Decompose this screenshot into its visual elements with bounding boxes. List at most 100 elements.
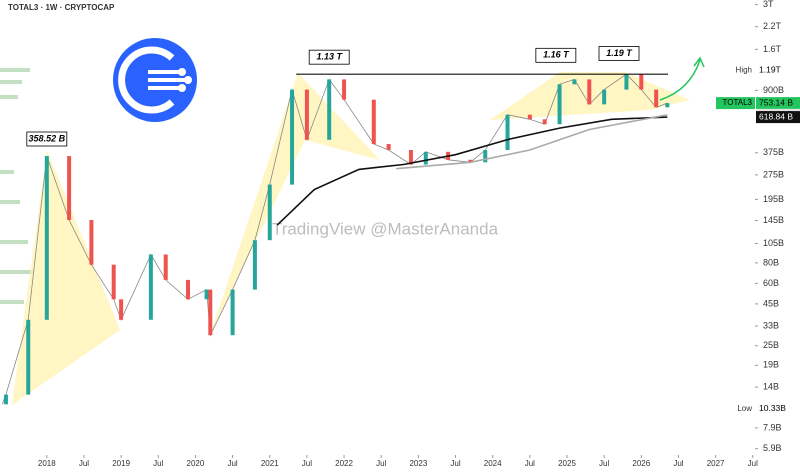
x-tick-label: 2023 [409, 459, 427, 468]
y-tick-label: 105B [763, 238, 784, 248]
x-tick-label: Jul [748, 459, 758, 468]
x-tick-label: Jul [227, 459, 237, 468]
x-tick-label: Jul [599, 459, 609, 468]
price-candle [111, 264, 116, 300]
annotation: 1.16 T [543, 50, 570, 60]
y-tick-label: 14B [763, 381, 779, 391]
marker-value: 618.84 B [759, 111, 793, 121]
y-tick-label: 1.6T [763, 44, 782, 54]
moving-average [276, 116, 668, 226]
x-tick-label: Jul [79, 459, 89, 468]
y-tick-label: 80B [763, 257, 779, 267]
price-candle [542, 119, 547, 125]
y-tick-label: 2.2T [763, 21, 782, 31]
x-tick-label: Jul [376, 459, 386, 468]
y-tick-label: 45B [763, 298, 779, 308]
marker-value-box [756, 64, 800, 77]
y-tick-label: 60B [763, 278, 779, 288]
marker-name: Low [737, 404, 752, 413]
price-candle [163, 254, 168, 280]
price-candle [665, 103, 670, 108]
y-tick-label: 375B [763, 147, 784, 157]
y-tick-label: 145B [763, 215, 784, 225]
price-candle [408, 149, 413, 165]
marker-name-box [716, 97, 755, 110]
marker-name: TOTAL3 [723, 98, 753, 107]
price-candle [371, 99, 376, 145]
x-tick-label: Jul [153, 459, 163, 468]
price-candle [230, 289, 235, 336]
moving-average [396, 114, 668, 170]
price-candle [3, 394, 8, 405]
y-tick-label: 3T [763, 0, 774, 9]
x-tick-label: 2018 [38, 459, 56, 468]
x-tick-label: 2027 [707, 459, 725, 468]
price-candle [304, 89, 309, 140]
price-candle [267, 184, 272, 241]
x-tick-label: 2024 [484, 459, 502, 468]
volume-profile [0, 68, 34, 304]
annotation-box [26, 131, 68, 147]
marker-name-box [727, 64, 755, 77]
annotation-box [598, 46, 640, 61]
price-candle [26, 319, 31, 395]
price-candle [587, 79, 592, 105]
marker-value-box [756, 402, 800, 415]
price-candle [148, 254, 153, 320]
price-candle [186, 279, 191, 300]
price-candle [602, 89, 607, 105]
price-candle [468, 159, 473, 163]
price-candle [527, 114, 532, 120]
y-tick-label: 7.9B [763, 422, 782, 432]
x-tick-label: 2019 [112, 459, 130, 468]
y-tick-label: 900B [763, 85, 784, 95]
watermark: TradingView @MasterAnanda [272, 219, 499, 238]
x-tick-label: 2026 [632, 459, 650, 468]
x-tick-label: 2025 [558, 459, 576, 468]
logo [100, 33, 205, 128]
marker-value: 753.14 B [759, 97, 793, 107]
x-tick-label: 2022 [335, 459, 353, 468]
price-candle [327, 79, 332, 140]
y-tick-label: 33B [763, 320, 779, 330]
price-candle [252, 240, 257, 290]
arrow [659, 56, 705, 101]
price-axis [755, 0, 800, 472]
price-candle [204, 289, 209, 300]
annotation: 358.52 B [29, 133, 66, 143]
price-candle [119, 299, 124, 320]
marker-name: High [736, 66, 752, 75]
price-candle [572, 79, 577, 85]
annotation: 1.19 T [606, 48, 633, 58]
price-candle [624, 74, 629, 90]
annotation-box [308, 49, 350, 65]
price-candle [423, 151, 428, 165]
marker-value: 10.33B [759, 403, 786, 413]
price-candle [89, 220, 94, 265]
y-tick-label: 275B [763, 169, 784, 179]
y-tick-label: 25B [763, 340, 779, 350]
annotation: 1.13 T [316, 52, 343, 62]
price-candle [67, 156, 72, 221]
price-line [1, 73, 668, 405]
price-candle [505, 114, 510, 150]
price-candle [342, 79, 347, 100]
y-tick-label: 5.9B [763, 443, 782, 453]
marker-name-box [732, 402, 755, 415]
price-candle [483, 149, 488, 163]
y-tick-label: 195B [763, 194, 784, 204]
marker-value: 1.19T [759, 65, 781, 75]
price-candle [290, 89, 295, 185]
marker-value-box [756, 111, 800, 124]
price-candle [44, 156, 49, 320]
y-tick-label: 19B [763, 360, 779, 370]
x-tick-label: 2021 [261, 459, 279, 468]
x-tick-label: Jul [302, 459, 312, 468]
price-candle [386, 144, 391, 150]
x-tick-label: Jul [673, 459, 683, 468]
annotation-box [535, 47, 577, 63]
x-tick-label: Jul [450, 459, 460, 468]
x-tick-label: 2020 [187, 459, 205, 468]
price-candle [557, 84, 562, 125]
